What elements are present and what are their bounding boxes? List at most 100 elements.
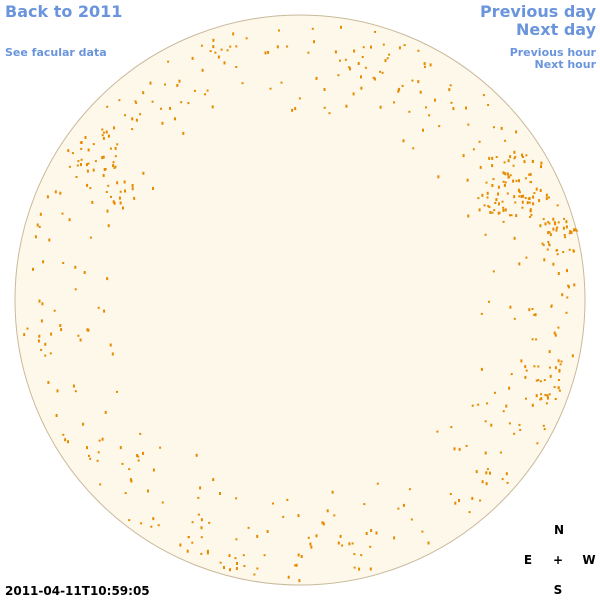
previous-day-link[interactable]: Previous day (480, 2, 597, 21)
facula (105, 130, 108, 134)
facula (458, 499, 460, 502)
facula (491, 184, 494, 187)
facula (528, 173, 531, 176)
facula (211, 105, 214, 109)
facula (256, 534, 259, 538)
facula (256, 567, 259, 570)
facula (573, 228, 576, 231)
facula (536, 442, 539, 445)
facula (48, 238, 51, 242)
facula (307, 51, 310, 54)
facula (493, 126, 495, 129)
back-link[interactable]: Back to 2011 (5, 2, 122, 21)
facula (217, 55, 220, 59)
facula (542, 218, 545, 221)
facula (334, 50, 337, 54)
previous-hour-link[interactable]: Previous hour (510, 46, 597, 59)
facula (26, 327, 29, 330)
facula (417, 49, 420, 52)
facula (552, 217, 555, 221)
facula (236, 562, 238, 565)
facula (62, 433, 65, 436)
facula (333, 514, 336, 517)
facula (541, 242, 544, 245)
facula (200, 552, 203, 555)
facula (507, 159, 510, 163)
facula (195, 453, 198, 457)
facula (508, 422, 511, 425)
facula (97, 306, 100, 309)
facula (530, 213, 533, 216)
facula (98, 439, 101, 442)
facula (40, 348, 43, 351)
facula (491, 211, 494, 214)
facula (484, 451, 487, 455)
compass-north: N (554, 523, 564, 537)
facula (438, 125, 441, 128)
facular-data-link[interactable]: See facular data (5, 46, 107, 59)
facula (235, 567, 238, 570)
facula (567, 285, 570, 289)
next-day-link[interactable]: Next day (516, 20, 597, 39)
facula (515, 130, 518, 134)
facula (119, 201, 122, 205)
facula (557, 221, 560, 224)
facula (161, 501, 164, 504)
facula (540, 165, 542, 169)
facula (113, 167, 116, 169)
facula (564, 236, 567, 239)
facula (465, 106, 467, 110)
facula (471, 404, 474, 407)
facula (200, 536, 203, 539)
facula (191, 56, 194, 60)
facula (492, 178, 495, 181)
facula (553, 386, 556, 389)
facula (53, 309, 56, 312)
facula (297, 514, 300, 518)
facula (209, 50, 212, 53)
facula (524, 197, 527, 199)
facula (87, 148, 90, 152)
facula (131, 117, 134, 121)
facula (532, 159, 534, 162)
facula (272, 502, 274, 505)
facula (561, 293, 564, 297)
next-hour-link[interactable]: Next hour (535, 58, 597, 71)
facula (267, 50, 270, 54)
facula (64, 438, 67, 442)
facula (502, 180, 505, 183)
facula (86, 328, 89, 332)
facula (562, 251, 565, 253)
facula (547, 241, 550, 243)
facula (147, 489, 149, 493)
facula (393, 101, 395, 104)
facula (480, 312, 483, 315)
facula (471, 496, 474, 500)
facula (504, 208, 507, 212)
facula (556, 226, 559, 229)
facula (91, 200, 94, 204)
facula (88, 454, 90, 457)
facula (38, 225, 41, 228)
facula (550, 304, 553, 307)
compass-south: S (554, 583, 563, 597)
facula (182, 131, 185, 135)
facula (187, 536, 190, 538)
facula (501, 478, 504, 481)
facula (546, 248, 549, 251)
facula (135, 101, 138, 104)
facula (547, 231, 550, 235)
facula (353, 566, 356, 569)
facula (201, 68, 204, 72)
facula (103, 309, 106, 313)
facula (328, 112, 331, 115)
facula (519, 429, 522, 431)
facula (548, 366, 551, 369)
facula (382, 43, 385, 46)
facula (60, 328, 63, 332)
facula (197, 513, 200, 516)
facula (75, 176, 78, 178)
facula (134, 100, 137, 103)
facula (167, 60, 170, 63)
facula (467, 123, 470, 126)
